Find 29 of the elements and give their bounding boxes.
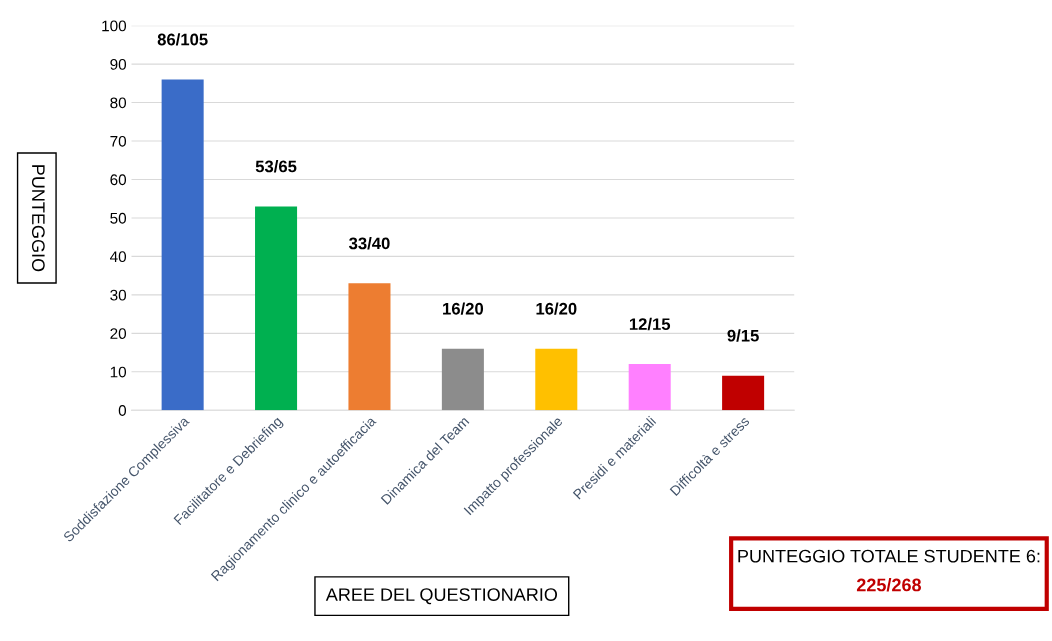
y-tick-label: 90 bbox=[110, 58, 127, 70]
bar bbox=[161, 79, 204, 411]
text: PUNTEGGIO TOTALE STUDENTE 6: bbox=[738, 549, 1040, 563]
y-tick-label: 20 bbox=[110, 328, 127, 340]
y-tick-label: 40 bbox=[110, 251, 127, 263]
bar bbox=[255, 206, 298, 411]
data-label: 53/65 bbox=[255, 160, 297, 173]
y-tick-label: 70 bbox=[110, 135, 127, 147]
y-tick-label: 80 bbox=[110, 97, 127, 109]
bar bbox=[441, 348, 484, 411]
y-tick-label: 60 bbox=[110, 174, 127, 186]
bar bbox=[348, 283, 391, 411]
data-label: 12/15 bbox=[629, 317, 671, 331]
y-tick-label: 0 bbox=[118, 405, 127, 416]
text: 225/268 bbox=[856, 578, 922, 592]
y-tick-label: 100 bbox=[102, 20, 127, 32]
y-tick-label: 50 bbox=[110, 212, 127, 224]
y-axis-title: PUNTEGGIO bbox=[31, 165, 45, 272]
data-label: 33/40 bbox=[349, 237, 390, 250]
bar bbox=[722, 375, 765, 411]
bar bbox=[628, 364, 671, 411]
bar bbox=[535, 348, 578, 411]
x-axis-title: AREE DEL QUESTIONARIO bbox=[325, 588, 558, 605]
y-tick-label: 30 bbox=[110, 289, 127, 301]
y-tick-label: 10 bbox=[110, 366, 127, 378]
data-label: 16/20 bbox=[536, 302, 577, 315]
data-label: 9/15 bbox=[727, 329, 759, 342]
data-label: 86/105 bbox=[157, 33, 208, 46]
data-label: 16/20 bbox=[443, 302, 484, 315]
